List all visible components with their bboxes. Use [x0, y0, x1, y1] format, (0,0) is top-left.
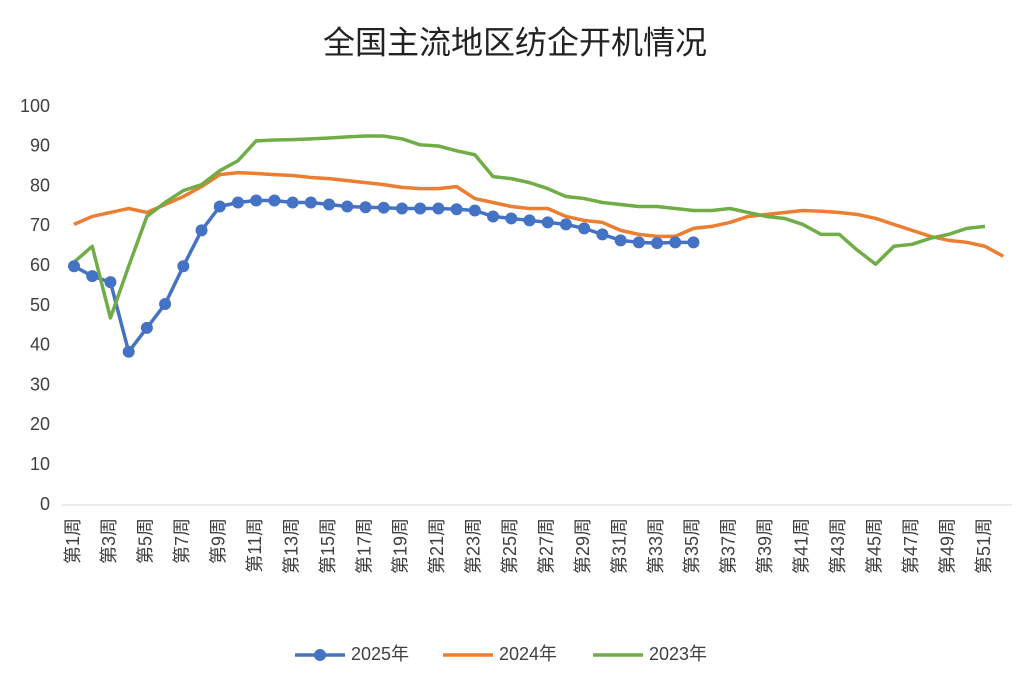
x-tick-label: 第29周 [573, 518, 593, 574]
point-marker [86, 270, 99, 283]
point-marker [596, 228, 609, 241]
y-tick-label: 100 [20, 96, 50, 116]
y-tick-label: 0 [40, 494, 50, 514]
point-marker [450, 203, 463, 216]
legend-label: 2024年 [499, 644, 557, 664]
point-marker [559, 218, 572, 231]
point-marker [213, 200, 226, 213]
point-marker [140, 321, 153, 334]
x-tick-label: 第51周 [974, 518, 994, 574]
point-marker [541, 216, 554, 229]
x-tick-label: 第37周 [719, 518, 739, 574]
x-tick-label: 第19周 [391, 518, 411, 574]
x-tick-label: 第25周 [500, 518, 520, 574]
x-tick-label: 第33周 [646, 518, 666, 574]
point-marker [632, 236, 645, 249]
x-tick-label: 第21周 [427, 518, 447, 574]
point-marker [323, 198, 336, 211]
point-marker [250, 194, 263, 207]
x-tick-label: 第49周 [937, 518, 957, 574]
point-marker [414, 202, 427, 215]
legend-item: 2025年 [295, 644, 409, 664]
y-tick-label: 30 [30, 374, 50, 394]
point-marker [614, 234, 627, 247]
x-tick-label: 第47周 [901, 518, 921, 574]
point-marker [651, 237, 664, 250]
point-marker [195, 224, 208, 237]
point-marker [578, 222, 591, 235]
x-tick-label: 第15周 [318, 518, 338, 574]
y-tick-label: 20 [30, 414, 50, 434]
point-marker [104, 276, 117, 289]
series-line [73, 170, 1005, 258]
chart-title: 全国主流地区纺企开机情况 [323, 24, 707, 60]
legend-item: 2024年 [443, 644, 557, 664]
legend-item: 2023年 [593, 644, 707, 664]
series-line [72, 134, 986, 320]
x-tick-label: 第43周 [828, 518, 848, 574]
point-marker [523, 214, 536, 227]
point-marker [231, 196, 244, 209]
point-marker [268, 194, 281, 207]
point-marker [304, 196, 317, 209]
point-marker [468, 204, 481, 217]
point-marker [359, 201, 372, 214]
y-tick-label: 50 [30, 295, 50, 315]
point-marker [377, 201, 390, 214]
y-tick-label: 90 [30, 136, 50, 156]
point-marker [669, 236, 682, 249]
point-marker [177, 260, 190, 273]
point-marker [487, 210, 500, 223]
x-tick-label: 第31周 [609, 518, 629, 574]
y-tick-label: 80 [30, 175, 50, 195]
point-marker [341, 200, 354, 213]
x-tick-label: 第7周 [172, 518, 192, 564]
legend-label: 2023年 [649, 644, 707, 664]
y-tick-label: 60 [30, 255, 50, 275]
x-tick-label: 第41周 [792, 518, 812, 574]
y-tick-label: 40 [30, 335, 50, 355]
x-tick-label: 第17周 [354, 518, 374, 574]
x-tick-label: 第1周 [63, 518, 83, 564]
x-tick-label: 第11周 [245, 518, 265, 573]
x-tick-label: 第13周 [281, 518, 301, 574]
y-tick-label: 10 [30, 454, 50, 474]
x-tick-label: 第27周 [536, 518, 556, 574]
point-marker [68, 260, 80, 273]
x-tick-label: 第5周 [136, 518, 156, 564]
point-marker [432, 202, 445, 215]
x-tick-label: 第9周 [209, 518, 229, 564]
point-marker [505, 212, 518, 225]
x-tick-label: 第39周 [755, 518, 775, 574]
point-marker [286, 196, 299, 209]
legend-marker [314, 649, 326, 661]
x-tick-label: 第23周 [464, 518, 484, 574]
point-marker [687, 236, 700, 249]
legend-label: 2025年 [351, 644, 409, 664]
x-tick-label: 第3周 [99, 518, 119, 564]
point-marker [159, 298, 172, 311]
y-tick-label: 70 [30, 215, 50, 235]
point-marker [395, 202, 408, 215]
x-tick-label: 第35周 [682, 518, 702, 574]
point-marker [122, 345, 135, 358]
x-tick-label: 第45周 [864, 518, 884, 574]
